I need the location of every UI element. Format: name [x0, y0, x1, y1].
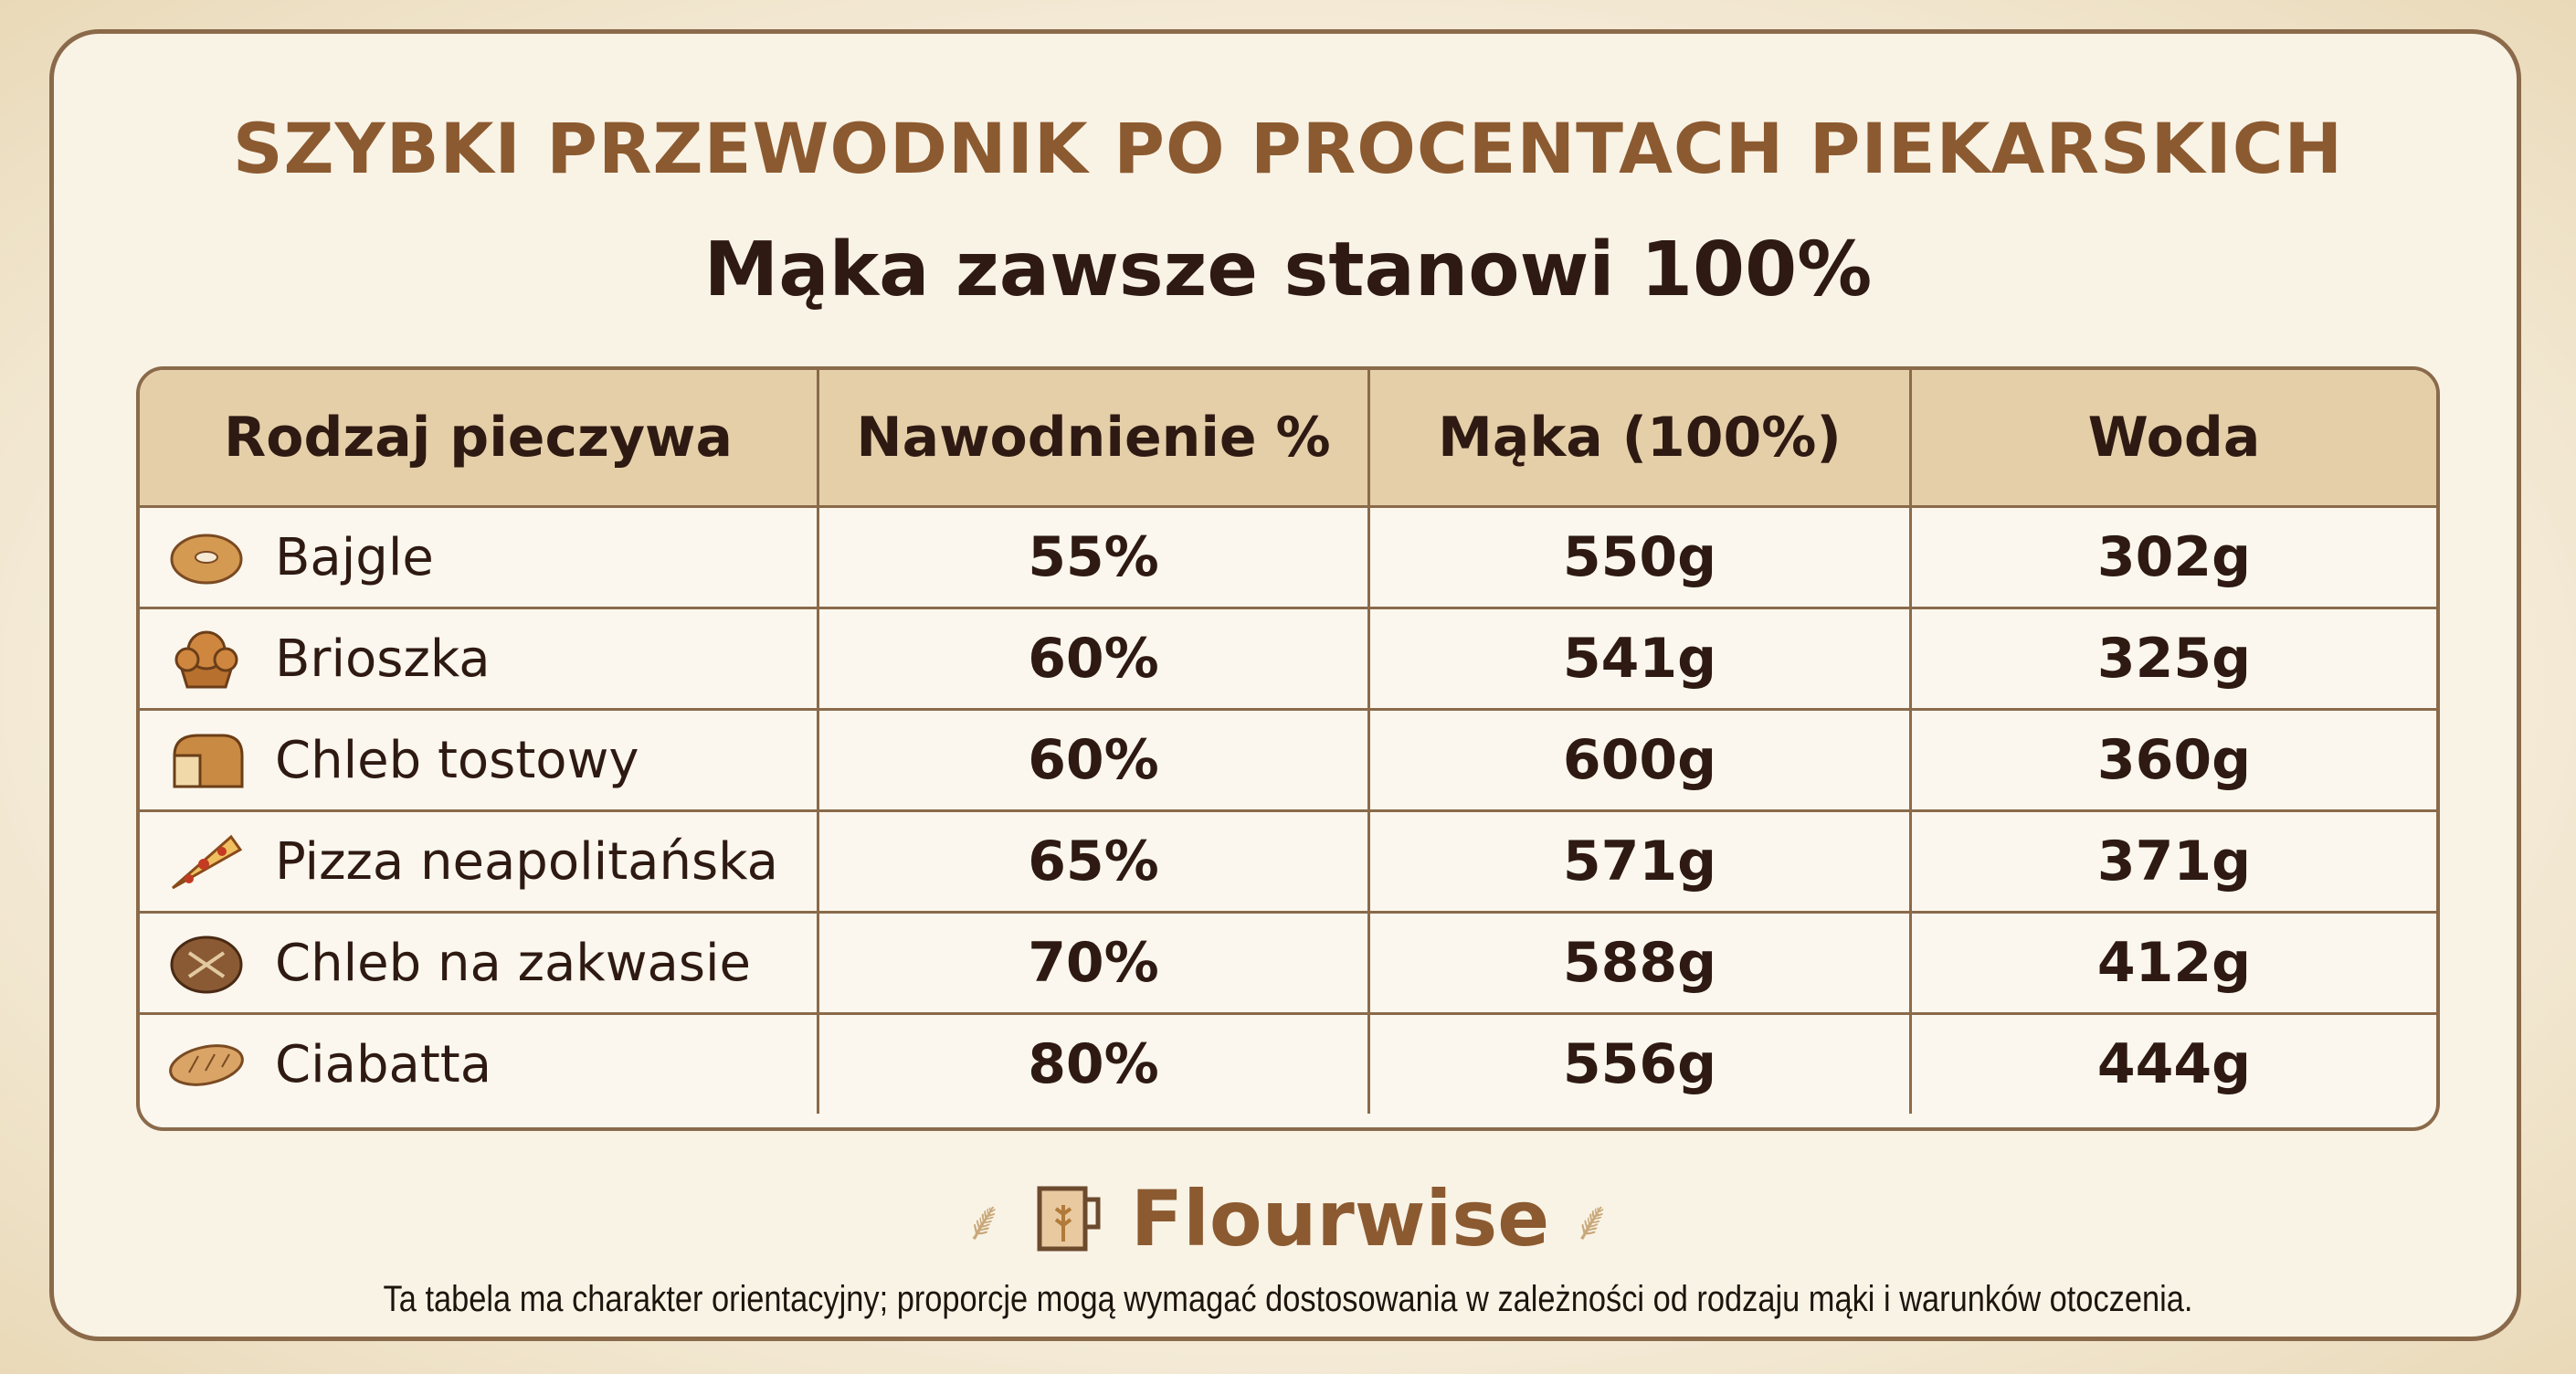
measuring-cup-icon: [1037, 1186, 1101, 1252]
table-row: Brioszka 60% 541g 325g: [140, 607, 2436, 708]
header-bread-type: Rodzaj pieczywa: [224, 406, 733, 470]
flour-cell: 588g: [1367, 914, 1909, 1012]
brand-name: Flourwise: [1130, 1174, 1550, 1263]
ciabatta-icon: [167, 1032, 246, 1096]
bread-name: Pizza neapolitańska: [275, 831, 778, 892]
bread-type-cell: Chleb na zakwasie: [140, 914, 817, 1012]
bread-name: Brioszka: [275, 629, 491, 689]
page-title: SZYBKI PRZEWODNIK PO PROCENTACH PIEKARSK…: [232, 108, 2344, 189]
hydration-cell: 60%: [817, 609, 1367, 708]
header-water: Woda: [1909, 370, 2436, 505]
bread-name: Chleb na zakwasie: [275, 933, 752, 993]
brioche-icon: [167, 627, 246, 691]
bread-type-cell: Ciabatta: [140, 1015, 817, 1114]
flour-cell: 541g: [1367, 609, 1909, 708]
bread-name: Chleb tostowy: [275, 730, 639, 790]
flour-cell: 571g: [1367, 812, 1909, 911]
disclaimer: Ta tabela ma charakter orientacyjny; pro…: [383, 1279, 2193, 1319]
water-cell: 325g: [1909, 609, 2436, 708]
page-subtitle: Mąka zawsze stanowi 100%: [703, 227, 1873, 313]
bread-type-cell: Brioszka: [140, 609, 817, 708]
flour-cell: 550g: [1367, 508, 1909, 607]
bread-name: Bajgle: [275, 527, 434, 587]
header-hydration: Nawodnienie %: [817, 370, 1367, 505]
flour-cell: 600g: [1367, 711, 1909, 809]
brand-logo: ⸙ Flourwise ⸙: [0, 1174, 2576, 1263]
water-cell: 371g: [1909, 812, 2436, 911]
header-flour: Mąka (100%): [1367, 370, 1909, 505]
hydration-cell: 70%: [817, 914, 1367, 1012]
hydration-cell: 65%: [817, 812, 1367, 911]
hydration-cell: 60%: [817, 711, 1367, 809]
table-row: Chleb tostowy 60% 600g 360g: [140, 708, 2436, 809]
water-cell: 412g: [1909, 914, 2436, 1012]
table-row: Chleb na zakwasie 70% 588g 412g: [140, 911, 2436, 1012]
baker-percentage-table: Rodzaj pieczywa Nawodnienie % Mąka (100%…: [136, 366, 2440, 1131]
wheat-icon: ⸙: [963, 1189, 1005, 1253]
hydration-cell: 55%: [817, 508, 1367, 607]
hydration-cell: 80%: [817, 1015, 1367, 1114]
pizza-icon: [167, 830, 246, 893]
water-cell: 444g: [1909, 1015, 2436, 1114]
bread-type-cell: Bajgle: [140, 508, 817, 607]
water-cell: 360g: [1909, 711, 2436, 809]
bread-type-cell: Pizza neapolitańska: [140, 812, 817, 911]
table-row: Bajgle 55% 550g 302g: [140, 505, 2436, 607]
toast-bread-icon: [167, 728, 246, 792]
table-header-row: Rodzaj pieczywa Nawodnienie % Mąka (100%…: [140, 370, 2436, 505]
water-cell: 302g: [1909, 508, 2436, 607]
bread-name: Ciabatta: [275, 1034, 492, 1094]
table-row: Ciabatta 80% 556g 444g: [140, 1012, 2436, 1114]
table-row: Pizza neapolitańska 65% 571g 371g: [140, 809, 2436, 911]
bread-type-cell: Chleb tostowy: [140, 711, 817, 809]
flour-cell: 556g: [1367, 1015, 1909, 1114]
bagel-icon: [167, 525, 246, 589]
sourdough-icon: [167, 931, 246, 995]
wheat-icon: ⸙: [1571, 1189, 1613, 1253]
